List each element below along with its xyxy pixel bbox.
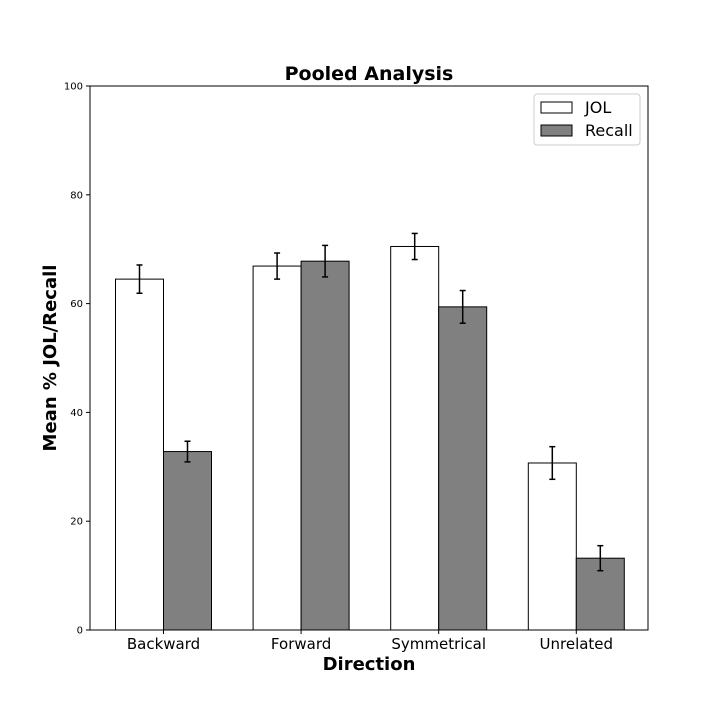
y-tick-label: 20 xyxy=(70,517,83,528)
bar-recall-backward xyxy=(163,451,212,631)
legend-label-jol: JOL xyxy=(584,98,611,117)
y-tick-label: 0 xyxy=(77,626,83,637)
x-axis-label: Direction xyxy=(323,654,416,675)
error-bar-jol-forward xyxy=(274,252,281,280)
bar-jol-backward xyxy=(115,278,164,631)
y-tick-label: 100 xyxy=(64,82,83,93)
y-tick-label: 80 xyxy=(70,190,83,201)
legend-swatch-jol xyxy=(540,101,573,114)
legend-swatch-recall xyxy=(540,124,573,137)
error-bar-jol-backward xyxy=(136,264,143,295)
x-tick-label: Backward xyxy=(127,635,200,653)
error-bar-recall-unrelated xyxy=(597,544,604,572)
x-axis-ticks: Backward Forward Symmetrical Unrelated xyxy=(127,630,613,653)
bar-recall-symmetrical xyxy=(438,306,488,631)
x-tick-label: Unrelated xyxy=(540,635,614,653)
error-bar-recall-forward xyxy=(322,244,329,278)
error-bar-jol-unrelated xyxy=(549,445,556,481)
plot-frame xyxy=(89,85,649,631)
y-axis-label: Mean % JOL/Recall xyxy=(40,265,61,452)
x-tick-label: Symmetrical xyxy=(391,635,486,653)
y-tick-label: 60 xyxy=(70,299,83,310)
error-bar-recall-backward xyxy=(184,440,191,463)
bars-group xyxy=(115,245,625,631)
error-bars-group xyxy=(136,232,604,572)
bar-jol-unrelated xyxy=(527,462,577,631)
chart-title: Pooled Analysis xyxy=(285,63,454,85)
x-tick-label: Forward xyxy=(271,635,331,653)
legend: JOL Recall xyxy=(533,93,641,146)
y-axis-ticks: 0 20 40 60 80 100 xyxy=(64,82,90,637)
error-bar-jol-symmetrical xyxy=(411,232,418,261)
bar-jol-forward xyxy=(252,265,302,631)
error-bar-recall-symmetrical xyxy=(459,289,466,324)
y-tick-label: 40 xyxy=(70,408,83,419)
bar-recall-forward xyxy=(300,260,350,631)
legend-label-recall: Recall xyxy=(585,121,633,140)
bar-jol-symmetrical xyxy=(390,245,440,631)
